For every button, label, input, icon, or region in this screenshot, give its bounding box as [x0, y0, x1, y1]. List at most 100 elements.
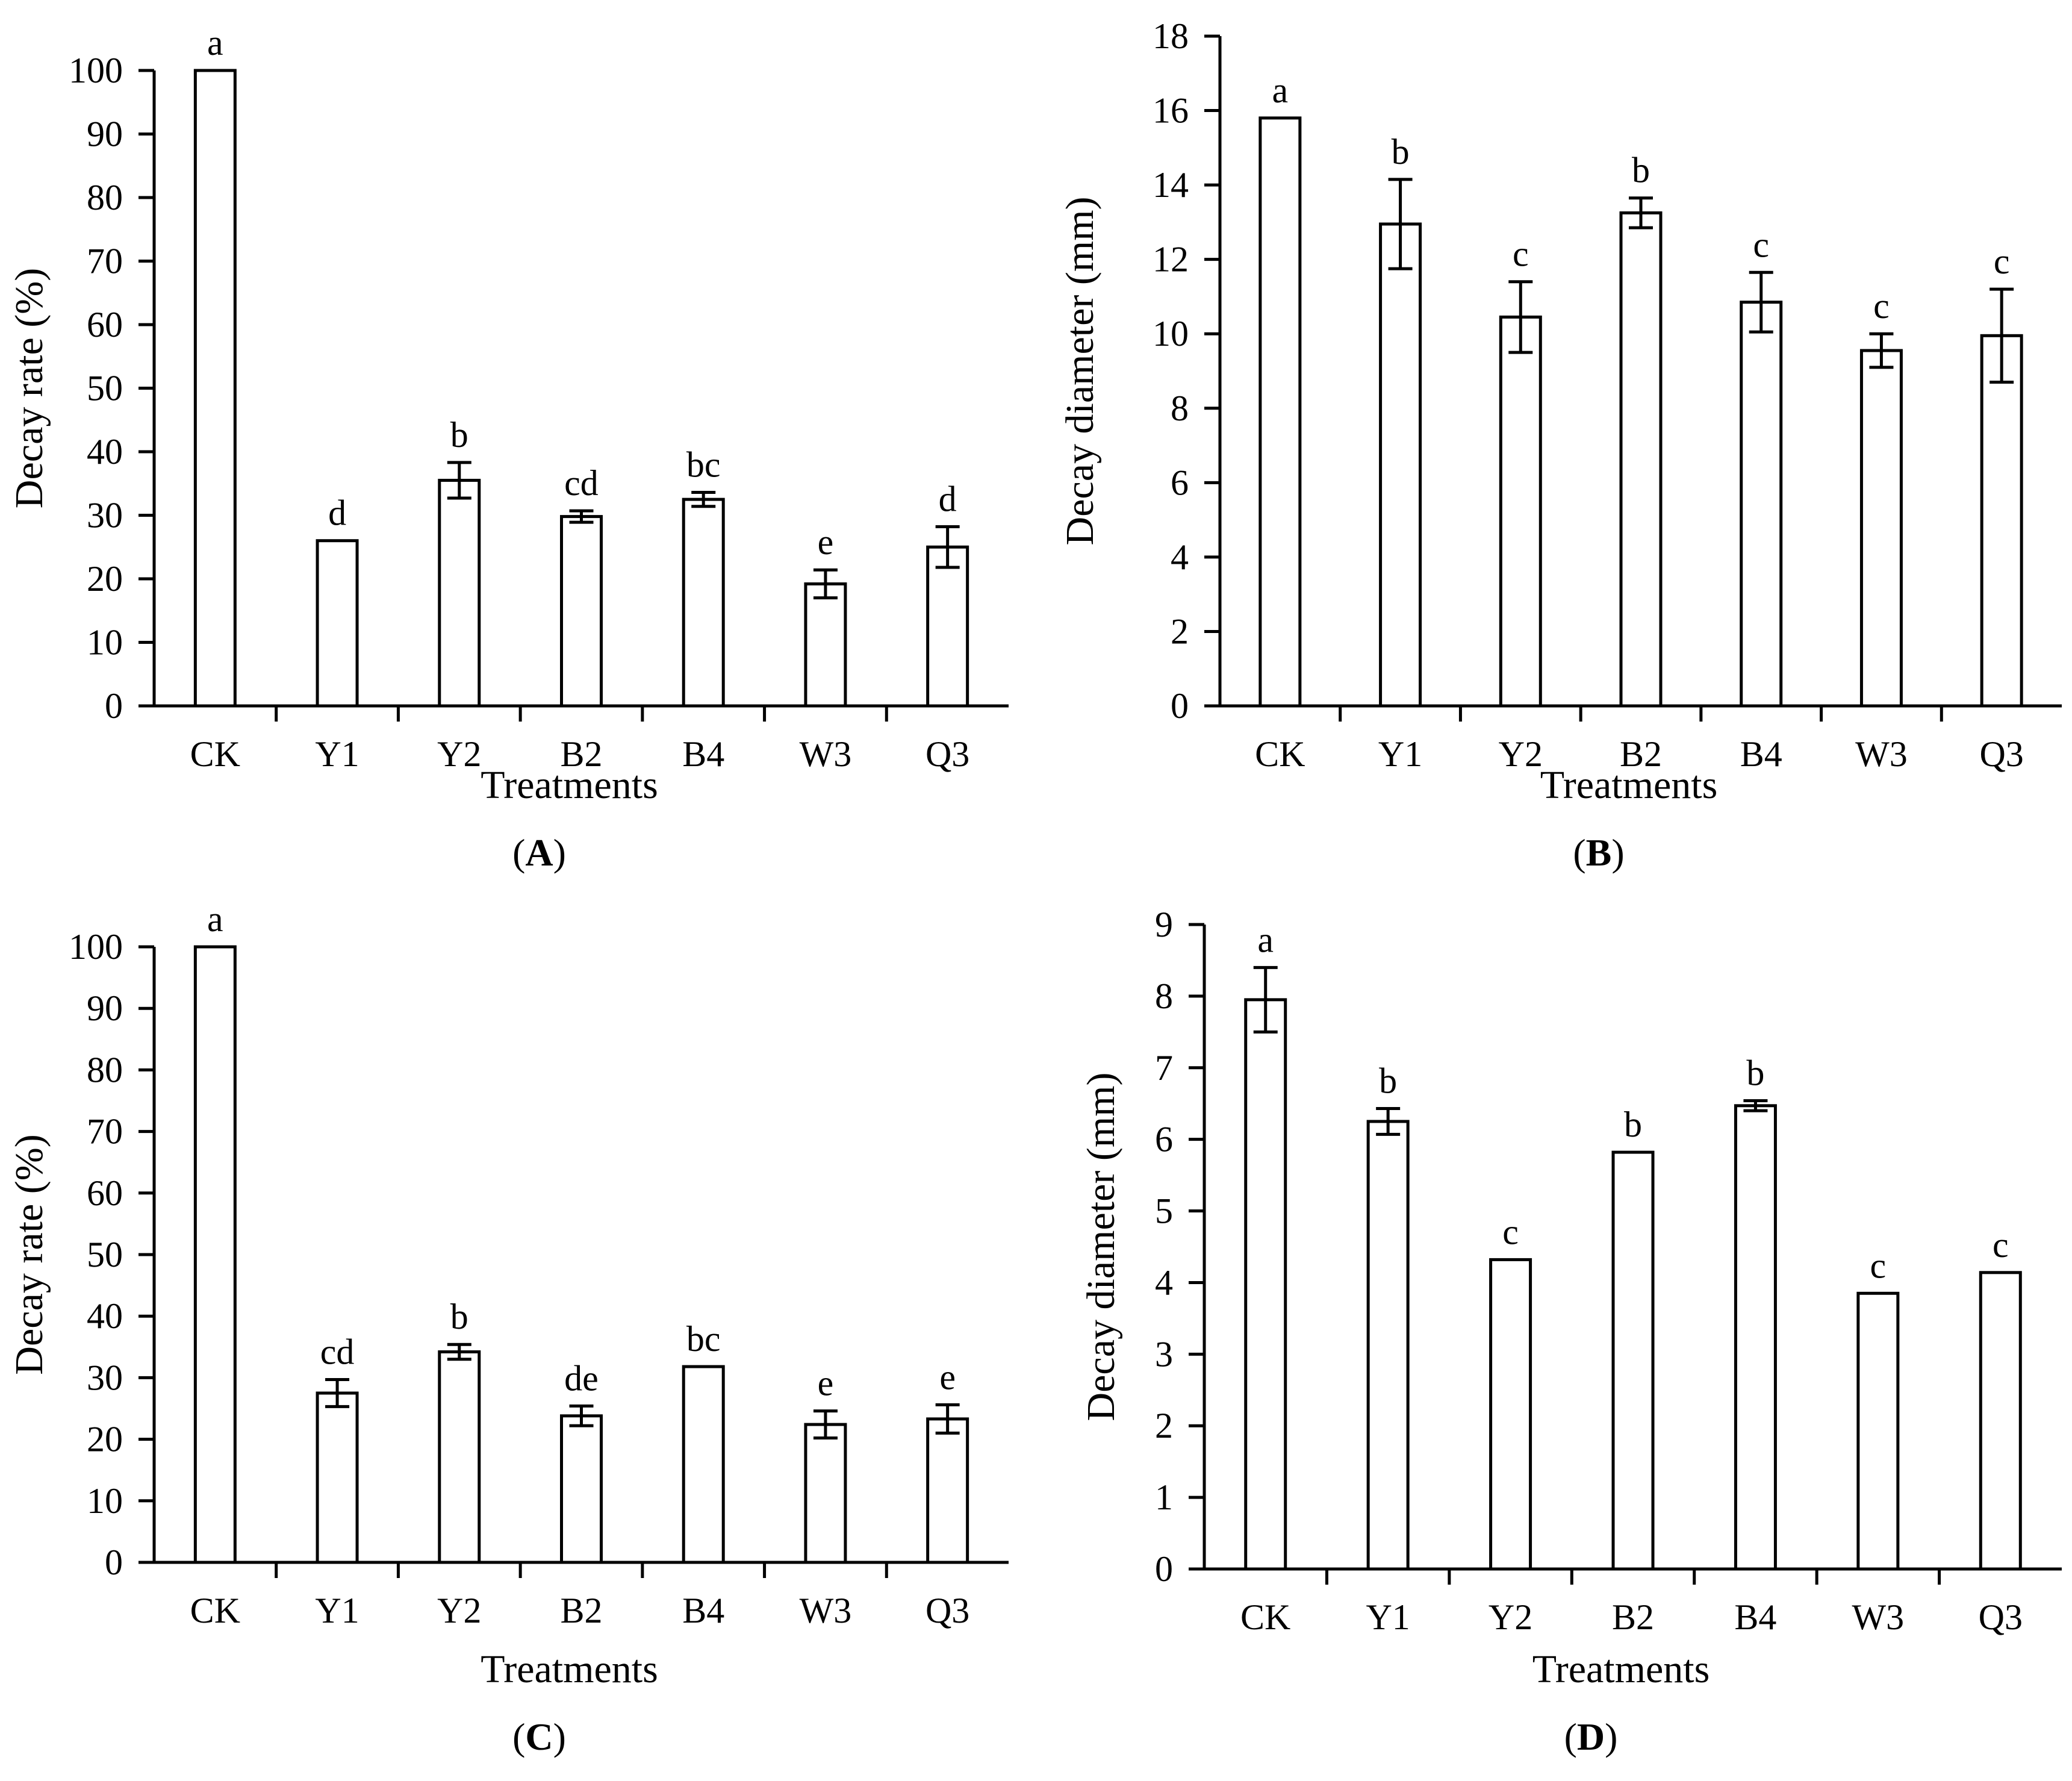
- significance-label: c: [1870, 1246, 1887, 1285]
- bar-b2: [560, 1414, 603, 1564]
- y-tick-label: 0: [1171, 686, 1189, 726]
- y-tick-label: 7: [1155, 1048, 1173, 1088]
- significance-label: de: [564, 1358, 599, 1398]
- x-tick-label: B2: [1620, 734, 1662, 774]
- y-tick-label: 50: [87, 369, 123, 408]
- y-tick-label: 1: [1155, 1477, 1173, 1517]
- significance-label: e: [818, 522, 834, 562]
- significance-label: e: [939, 1357, 956, 1397]
- bar-b2: [560, 515, 603, 708]
- bar-ck: [1258, 116, 1302, 708]
- x-tick-label: B4: [682, 1591, 724, 1630]
- x-tick-label: W3: [1855, 734, 1908, 774]
- bar-b4: [1740, 301, 1783, 708]
- y-tick-label: 100: [69, 51, 123, 90]
- y-tick-label: 10: [1153, 314, 1189, 354]
- significance-label: b: [1624, 1105, 1642, 1144]
- y-tick-label: 40: [87, 432, 123, 472]
- panel-label: (D): [1564, 1715, 1618, 1758]
- y-tick-label: 90: [87, 114, 123, 154]
- y-tick-label: 9: [1155, 905, 1173, 944]
- x-tick-label: Q3: [926, 734, 969, 774]
- significance-label: c: [1994, 242, 2010, 281]
- y-tick-label: 70: [87, 242, 123, 281]
- x-axis-title: Treatments: [1540, 763, 1718, 807]
- y-axis-title: Decay diameter (mm): [1079, 1072, 1123, 1421]
- significance-label: a: [1257, 920, 1274, 959]
- y-tick-label: 80: [87, 178, 123, 217]
- significance-label: c: [1513, 234, 1529, 274]
- y-tick-label: 30: [87, 496, 123, 535]
- bar-w3: [1856, 1291, 1900, 1571]
- x-tick-label: B4: [1734, 1597, 1776, 1637]
- bar-y2: [438, 1350, 481, 1564]
- bar-ck: [193, 69, 237, 708]
- significance-label: a: [1272, 70, 1289, 110]
- y-tick-label: 0: [105, 686, 123, 726]
- significance-label: b: [1746, 1053, 1764, 1093]
- y-axis-title: Decay diameter (mm): [1058, 196, 1102, 545]
- x-tick-label: Q3: [926, 1591, 969, 1630]
- bar-y2: [1499, 315, 1542, 708]
- x-tick-label: Y2: [437, 734, 481, 774]
- y-tick-label: 2: [1171, 611, 1189, 651]
- bar-w3: [1859, 349, 1903, 708]
- significance-label: cd: [320, 1332, 355, 1371]
- x-tick-label: CK: [1255, 734, 1305, 774]
- chart-panel-a: 0 10 20 30 40 50 60 70 80 90 100 a CK d Y1 b Y2 cd B2 bc B4 e…: [7, 23, 1009, 874]
- x-tick-label: Y1: [1378, 734, 1422, 774]
- y-tick-label: 0: [1155, 1549, 1173, 1589]
- x-tick-label: W3: [800, 1591, 852, 1630]
- y-axis-title: Decay rate (%): [7, 268, 51, 508]
- x-axis-title: Treatments: [481, 763, 658, 807]
- y-tick-label: 3: [1155, 1334, 1173, 1374]
- significance-label: c: [1873, 286, 1890, 326]
- y-tick-label: 60: [87, 305, 123, 345]
- bar-y2: [438, 478, 481, 708]
- x-tick-label: B2: [560, 734, 602, 774]
- bar-b2: [1611, 1150, 1655, 1571]
- significance-label: bc: [686, 1319, 721, 1359]
- bar-b2: [1619, 211, 1663, 708]
- y-tick-label: 60: [87, 1173, 123, 1213]
- y-tick-label: 5: [1155, 1191, 1173, 1231]
- y-tick-label: 4: [1171, 537, 1189, 577]
- x-tick-label: Y2: [437, 1591, 481, 1630]
- y-tick-label: 0: [105, 1542, 123, 1582]
- significance-label: b: [1632, 151, 1650, 190]
- x-tick-label: B2: [560, 1591, 602, 1630]
- chart-panel-d: 0 1 2 3 4 5 6 7 8 9 a CK b Y1 c Y2 b B2 b B4 c W3 c Q3 Treatment…: [1079, 905, 2062, 1758]
- x-tick-label: Y1: [315, 734, 359, 774]
- y-tick-label: 20: [87, 559, 123, 599]
- significance-label: b: [450, 1297, 468, 1337]
- x-tick-label: W3: [800, 734, 852, 774]
- y-tick-label: 8: [1171, 388, 1189, 428]
- significance-label: a: [207, 899, 223, 939]
- x-tick-label: B4: [682, 734, 724, 774]
- x-tick-label: Y2: [1499, 734, 1543, 774]
- significance-label: c: [1753, 225, 1769, 264]
- x-tick-label: CK: [190, 1591, 240, 1630]
- significance-label: d: [328, 493, 346, 533]
- x-tick-label: Q3: [1979, 734, 2023, 774]
- significance-label: c: [1502, 1212, 1519, 1252]
- bar-y2: [1489, 1258, 1532, 1571]
- bar-y1: [1366, 1120, 1410, 1571]
- y-tick-label: 4: [1155, 1262, 1173, 1302]
- bar-b4: [1734, 1104, 1777, 1571]
- x-tick-label: W3: [1852, 1597, 1905, 1637]
- x-axis-title: Treatments: [1532, 1647, 1710, 1691]
- charts-layer: 0102030405060708090100aCKdY1bY2cdB2bcB4e…: [7, 16, 2062, 1758]
- y-tick-label: 10: [87, 1481, 123, 1521]
- x-tick-label: Y1: [315, 1591, 359, 1630]
- bar-ck: [1244, 998, 1287, 1571]
- y-axis-title: Decay rate (%): [7, 1134, 51, 1374]
- y-tick-label: 10: [87, 623, 123, 663]
- bar-q3: [1979, 1271, 2022, 1571]
- y-tick-label: 16: [1153, 91, 1189, 131]
- x-tick-label: Y1: [1366, 1597, 1410, 1637]
- panel-label: (B): [1573, 831, 1624, 874]
- bar-y1: [316, 539, 359, 708]
- panel-label: (A): [512, 831, 566, 874]
